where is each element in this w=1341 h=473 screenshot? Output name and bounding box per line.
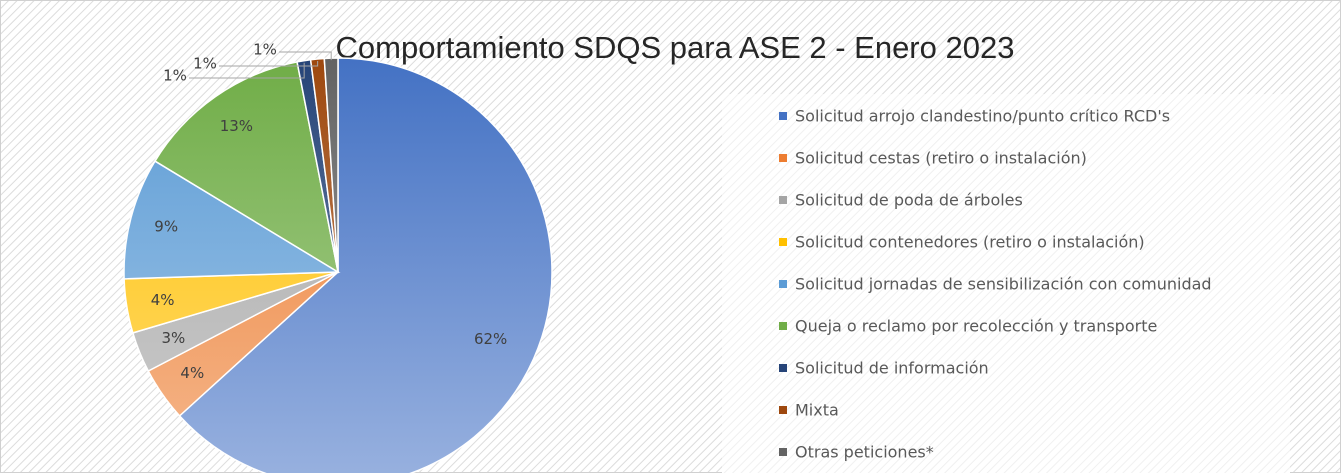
legend-label: Otras peticiones* bbox=[795, 443, 934, 462]
data-label: 1% bbox=[193, 55, 217, 73]
data-label: 1% bbox=[163, 67, 187, 85]
pie-slice bbox=[178, 57, 553, 473]
legend-label: Solicitud de poda de árboles bbox=[795, 191, 1023, 210]
leader-line bbox=[279, 51, 332, 61]
data-label: 4% bbox=[151, 291, 175, 309]
legend-label: Mixta bbox=[795, 401, 839, 420]
legend-marker bbox=[779, 322, 787, 330]
data-label: 3% bbox=[161, 329, 185, 347]
legend-label: Solicitud contenedores (retiro o instala… bbox=[795, 233, 1145, 252]
data-label: 62% bbox=[474, 330, 507, 348]
legend-label: Solicitud de información bbox=[795, 359, 989, 378]
legend-marker bbox=[779, 364, 787, 372]
legend-label: Solicitud arrojo clandestino/punto críti… bbox=[795, 107, 1170, 126]
legend-label: Solicitud jornadas de sensibilización co… bbox=[795, 275, 1212, 294]
leader-line bbox=[219, 60, 319, 67]
legend-marker bbox=[779, 406, 787, 414]
legend-label: Solicitud cestas (retiro o instalación) bbox=[795, 149, 1087, 168]
data-label: 4% bbox=[180, 364, 204, 382]
legend-marker bbox=[779, 280, 787, 288]
legend-marker bbox=[779, 238, 787, 246]
chart-title: Comportamiento SDQS para ASE 2 - Enero 2… bbox=[336, 30, 1015, 65]
data-label: 9% bbox=[154, 217, 178, 235]
data-label: 13% bbox=[220, 117, 253, 135]
pie-slice bbox=[123, 160, 341, 280]
legend-box bbox=[722, 94, 1290, 473]
leader-line bbox=[189, 62, 305, 79]
legend-marker bbox=[779, 154, 787, 162]
pie-slice bbox=[153, 61, 340, 274]
data-label: 1% bbox=[253, 41, 277, 59]
legend-marker bbox=[779, 196, 787, 204]
legend-label: Queja o reclamo por recolección y transp… bbox=[795, 317, 1157, 336]
legend-marker bbox=[779, 112, 787, 120]
legend-marker bbox=[779, 448, 787, 456]
